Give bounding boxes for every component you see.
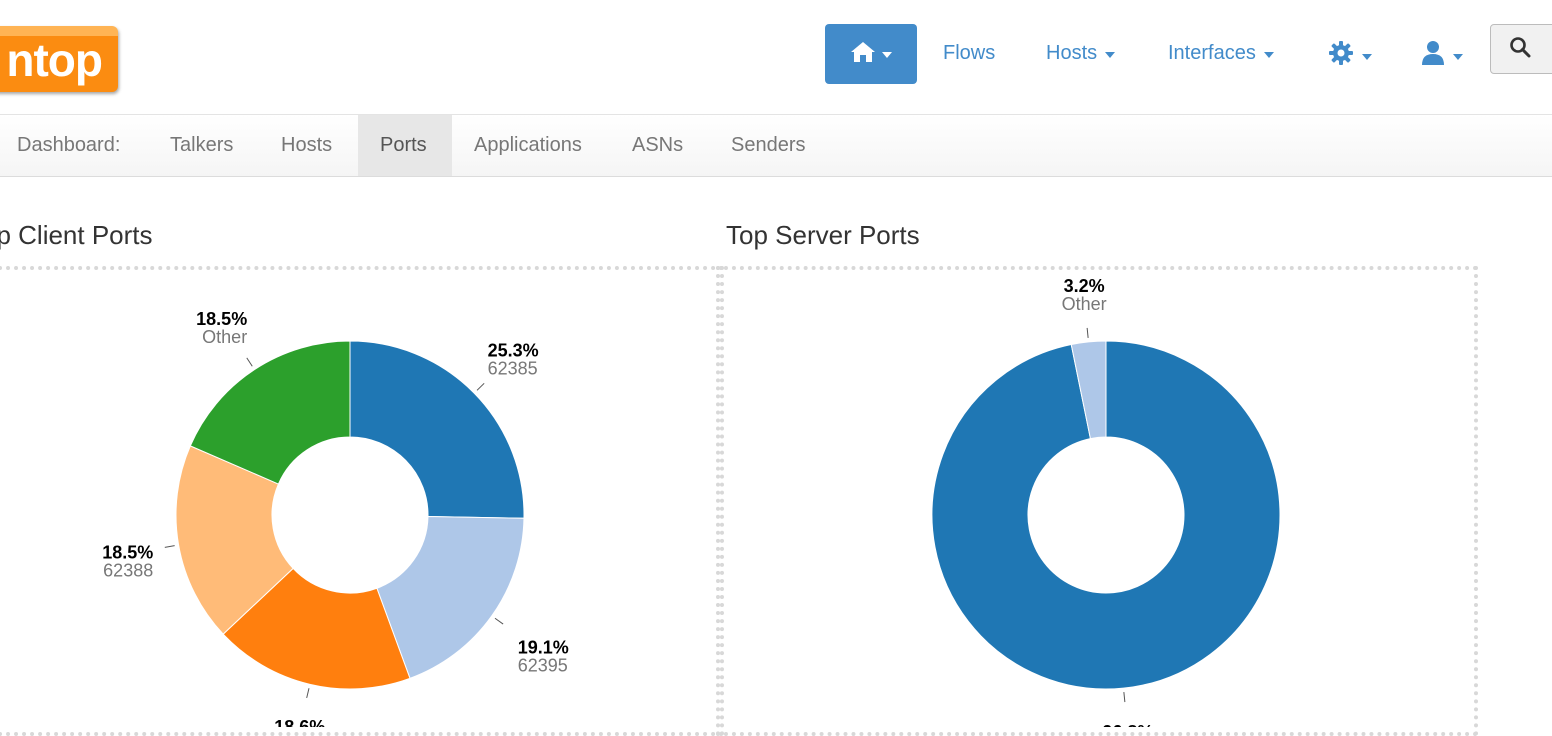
top-navbar: ntop Flows Hosts Interfaces [0,0,1552,115]
home-dropdown-button[interactable] [825,24,917,84]
chevron-down-icon [882,52,892,58]
server-slice-other[interactable] [1070,340,1107,440]
search-button[interactable] [1490,24,1552,74]
chevron-down-icon [1263,51,1274,58]
settings-dropdown[interactable] [1328,40,1372,72]
client-slice-percent-label: 19.1% [518,637,569,657]
client-slice-name-label: 62395 [518,655,568,675]
server-leader-line [1123,692,1126,703]
client-slice-62395[interactable] [376,515,525,679]
nav-hosts-dropdown[interactable]: Hosts [1046,42,1116,65]
server-leader-line [1086,327,1089,338]
client-slice-62392[interactable] [222,567,411,690]
client-slice-name-label: Other [202,327,247,347]
user-dropdown[interactable] [1421,40,1463,72]
tab-talkers[interactable]: Talkers [170,134,234,156]
chevron-down-icon [1453,54,1463,60]
dashboard-label: Dashboard: [17,134,121,156]
client-slice-percent-label: 18.5% [196,309,247,329]
client-leader-line [494,617,504,625]
search-icon [1509,36,1531,63]
server-slice-percent-label: 96.8% [1102,722,1153,727]
client-slice-percent-label: 18.6% [274,717,325,727]
client-leader-line [306,688,310,699]
ntop-logo[interactable]: ntop [0,26,118,92]
client-slice-62388[interactable] [175,445,294,635]
client-slice-other[interactable] [189,340,351,485]
server-ports-title: Top Server Ports [726,220,920,250]
dashboard-tabbar: Dashboard: Talkers Hosts Ports Applicati… [0,115,1552,177]
tab-senders[interactable]: Senders [731,134,806,156]
client-leader-line [476,382,485,391]
client-slice-name-label: 62388 [103,560,153,580]
home-icon [850,41,876,68]
client-slice-62385[interactable] [349,340,525,519]
client-slice-percent-label: 18.5% [102,542,153,562]
server-slice-3000[interactable] [931,340,1281,690]
gear-icon [1328,40,1354,72]
chevron-down-icon [1105,51,1116,58]
server-slice-name-label: Other [1062,294,1107,314]
server-slice-percent-label: 3.2% [1064,276,1105,296]
tab-applications[interactable]: Applications [474,134,582,156]
nav-flows-link[interactable]: Flows [943,42,995,65]
client-ports-title: Top Client Ports [0,220,153,250]
tab-hosts[interactable]: Hosts [281,134,333,156]
client-slice-name-label: 62385 [488,358,538,378]
nav-hosts-label: Hosts [1046,42,1098,64]
client-slice-percent-label: 25.3% [488,340,539,360]
nav-interfaces-dropdown[interactable]: Interfaces [1168,42,1274,65]
client-leader-line [246,357,253,367]
tab-asns[interactable]: ASNs [632,134,684,156]
tab-ports[interactable]: Ports [358,115,452,176]
chevron-down-icon [1362,54,1372,60]
nav-flows-label: Flows [943,42,996,64]
client-leader-line [164,545,175,548]
nav-interfaces-label: Interfaces [1168,42,1256,64]
user-icon [1421,40,1445,72]
